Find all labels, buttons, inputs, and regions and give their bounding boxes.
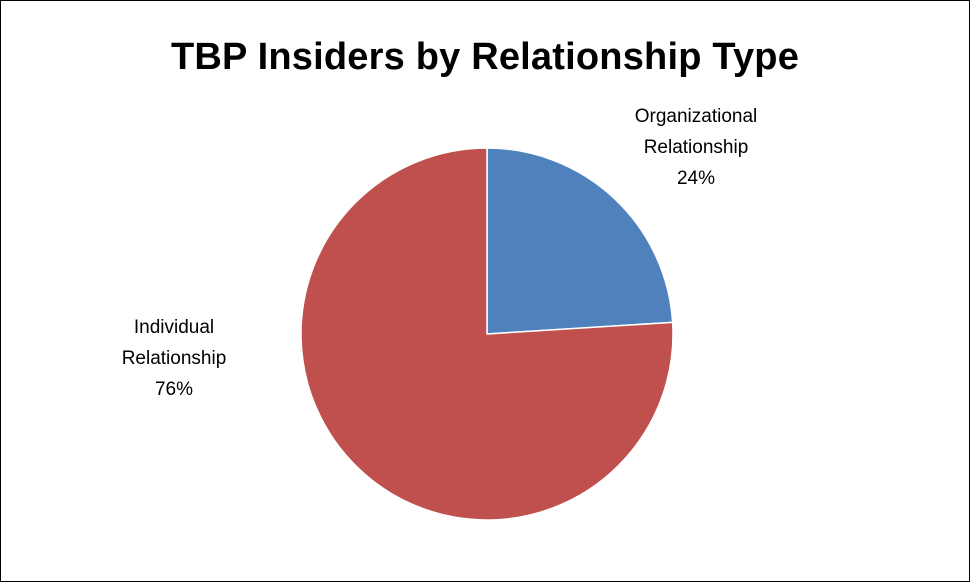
pie-slices bbox=[300, 147, 674, 521]
chart-title: TBP Insiders by Relationship Type bbox=[170, 36, 800, 78]
pie-slice-organizational-relationship bbox=[486, 147, 674, 335]
pie-slice-individual-relationship bbox=[300, 147, 674, 521]
data-label-individual-pct: 76% bbox=[154, 379, 194, 400]
data-label-individual-line2: Relationship bbox=[121, 348, 227, 369]
data-label-individual: Individual Relationship 76% bbox=[74, 312, 274, 405]
data-label-organizational-pct: 24% bbox=[676, 168, 716, 189]
data-label-organizational-line1: Organizational bbox=[634, 106, 758, 127]
data-label-organizational: Organizational Relationship 24% bbox=[596, 101, 796, 194]
data-label-individual-line1: Individual bbox=[133, 317, 215, 338]
data-label-organizational-line2: Relationship bbox=[643, 137, 749, 158]
